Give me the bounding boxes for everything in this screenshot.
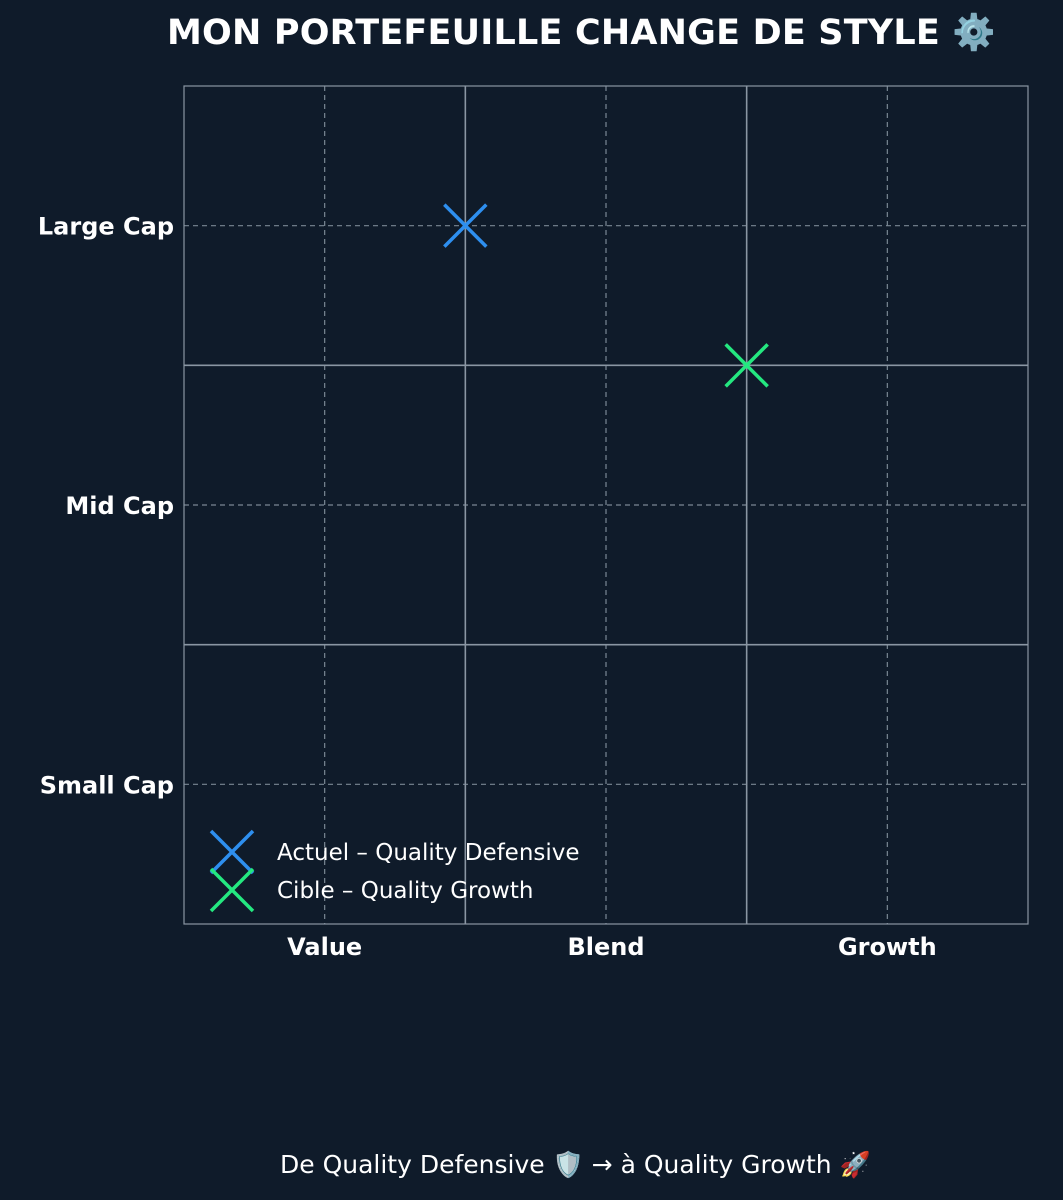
legend-marker xyxy=(209,867,255,913)
x-tick-label: Growth xyxy=(838,933,937,961)
legend-marker xyxy=(209,829,255,875)
y-axis-ticks: Small Cap Mid Cap Large Cap xyxy=(38,213,174,800)
legend-label: Actuel – Quality Defensive xyxy=(277,840,580,866)
x-tick-label: Blend xyxy=(567,933,644,961)
x-tick-label: Value xyxy=(287,933,362,961)
caption: De Quality Defensive 🛡️ → à Quality Grow… xyxy=(280,1150,871,1179)
y-tick-label: Small Cap xyxy=(40,771,174,799)
x-axis-ticks: Value Blend Growth xyxy=(287,933,937,961)
marker-stroke xyxy=(724,343,769,388)
marker-stroke xyxy=(443,203,488,248)
data-point-marker xyxy=(443,203,488,248)
legend: Actuel – Quality Defensive Cible – Qualit… xyxy=(209,829,580,913)
grid xyxy=(183,85,1029,925)
data-point-marker xyxy=(724,343,769,388)
y-tick-label: Large Cap xyxy=(38,213,174,241)
data-markers xyxy=(443,203,769,388)
y-tick-label: Mid Cap xyxy=(65,492,174,520)
plot-frame xyxy=(183,85,1029,925)
legend-label: Cible – Quality Growth xyxy=(277,878,533,904)
marker-stroke xyxy=(209,829,255,875)
chart-title: MON PORTEFEUILLE CHANGE DE STYLE ⚙️ xyxy=(167,13,997,53)
marker-stroke xyxy=(209,867,255,913)
